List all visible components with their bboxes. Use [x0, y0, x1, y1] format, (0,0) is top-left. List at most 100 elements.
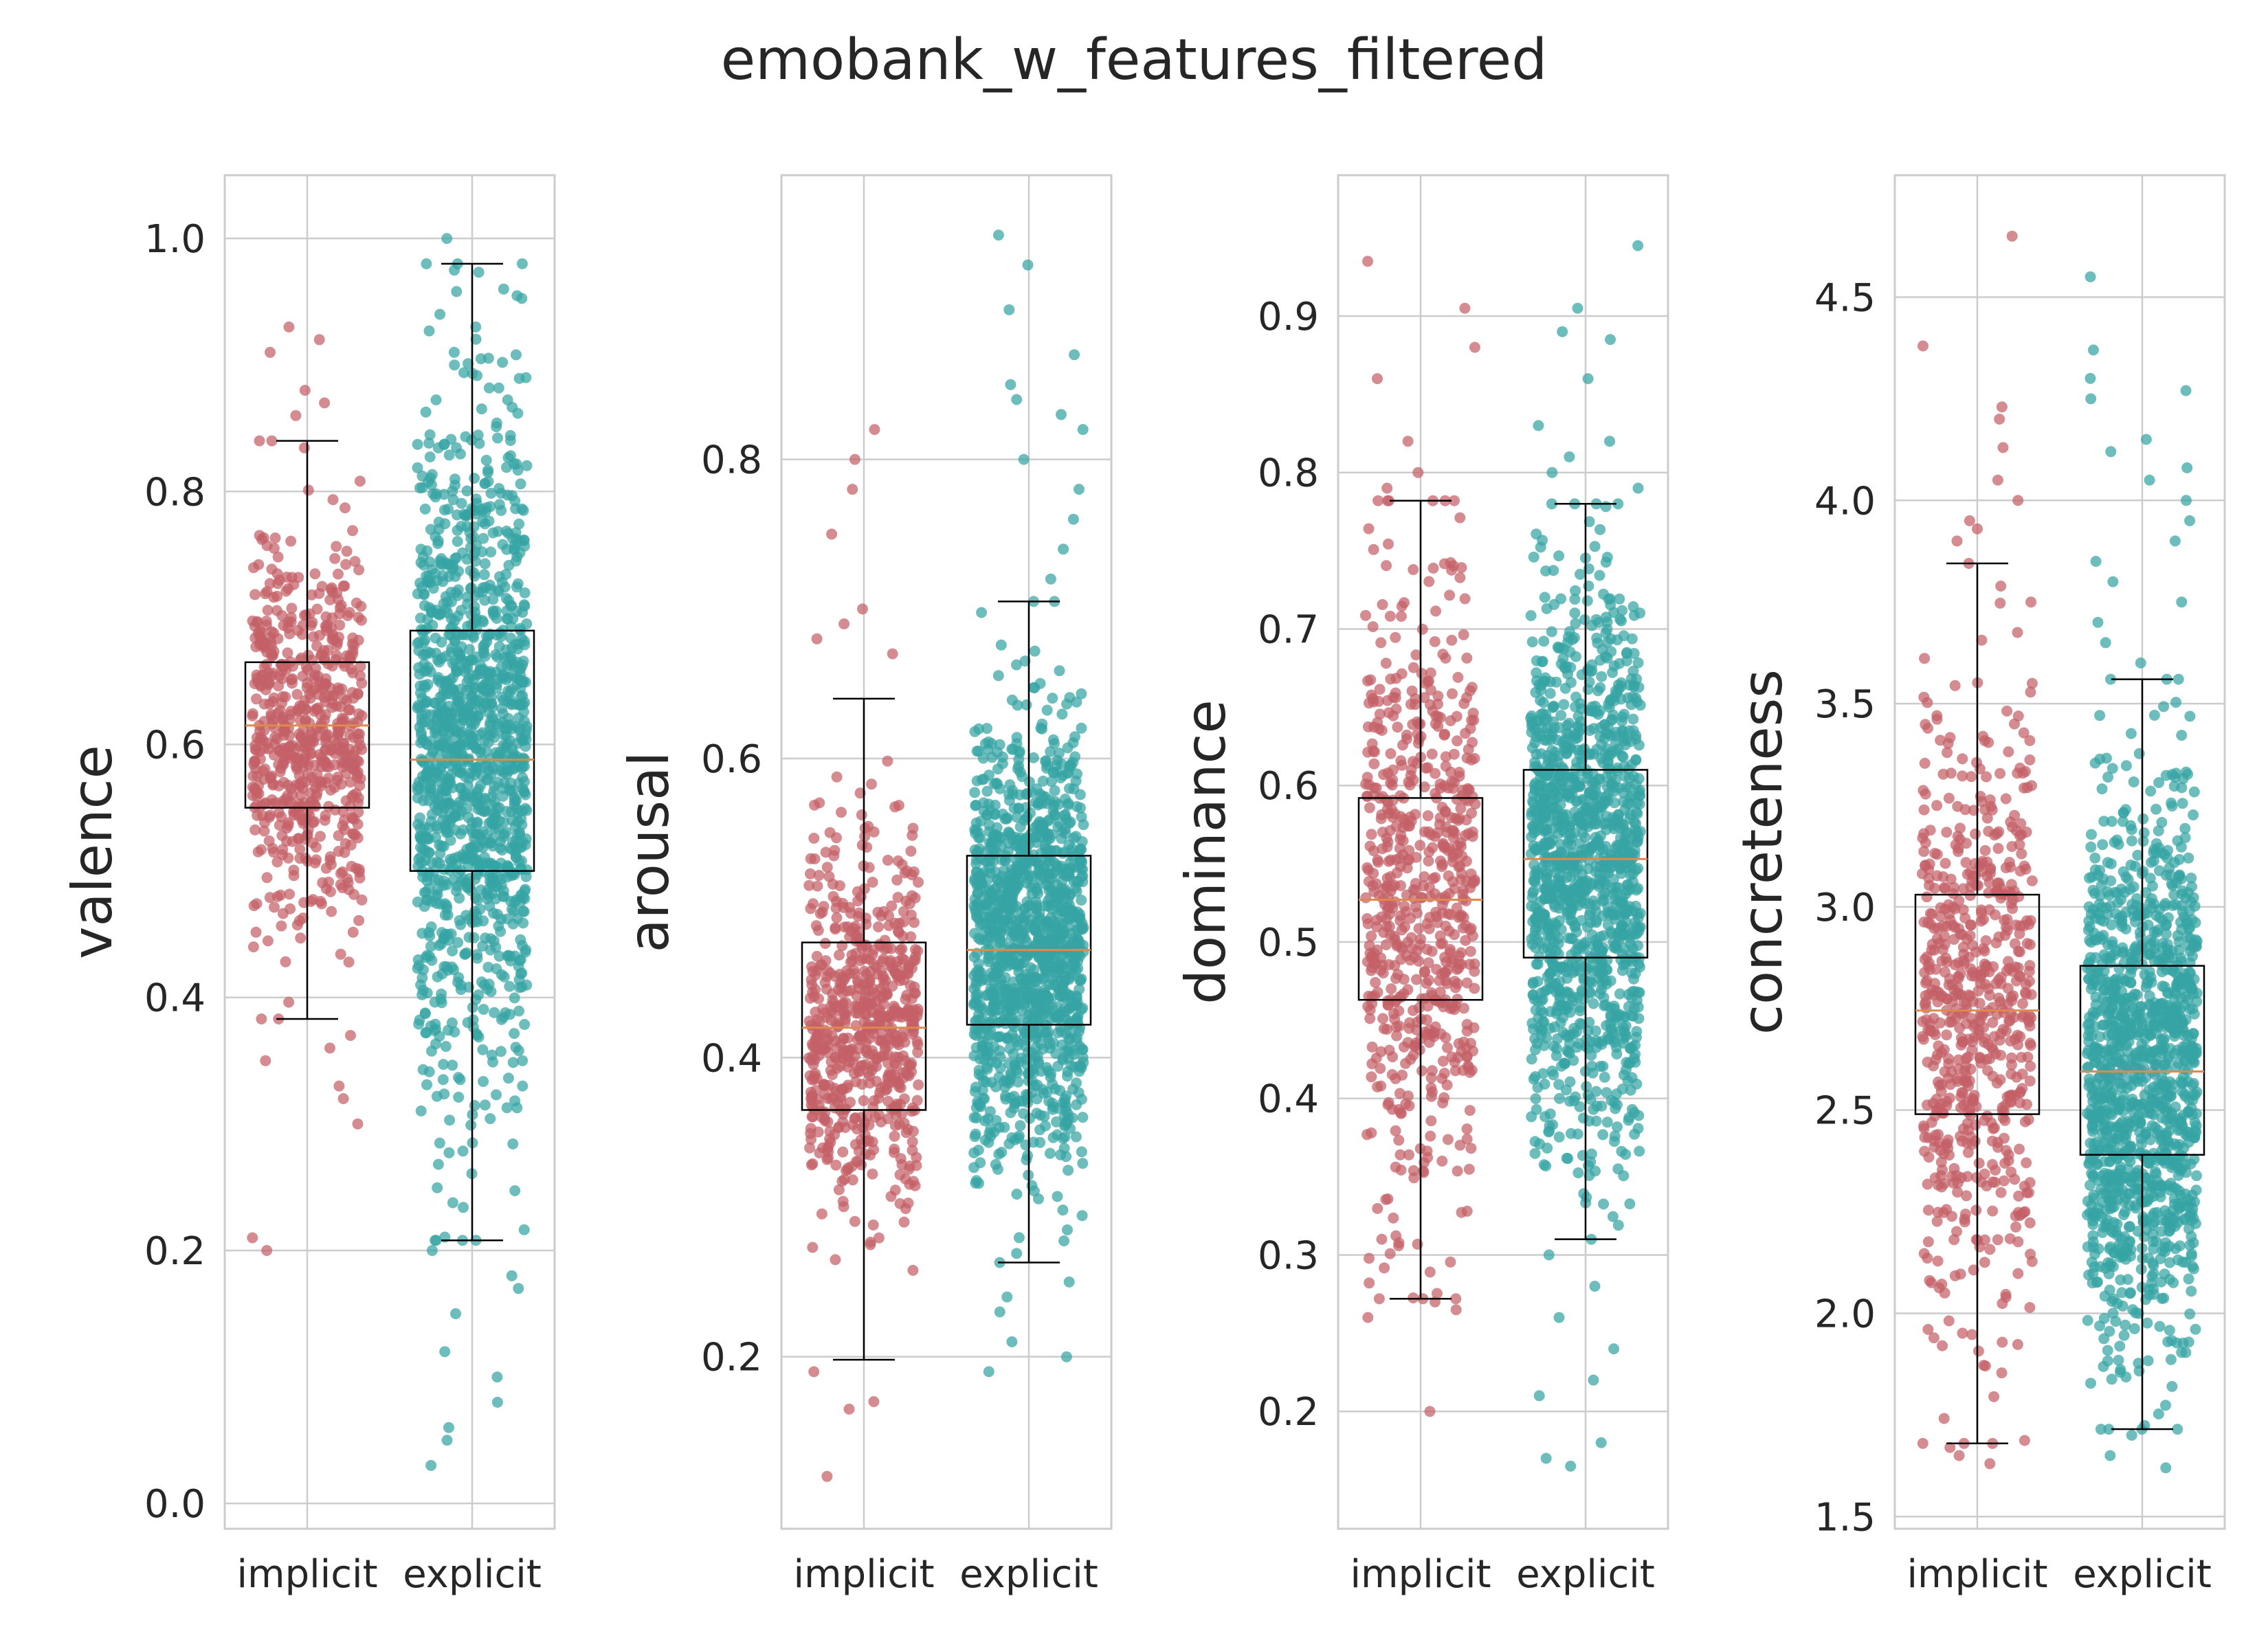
data-point	[1395, 1164, 1407, 1176]
data-point	[515, 934, 526, 945]
data-point	[518, 906, 529, 917]
data-point	[814, 1016, 825, 1027]
data-point	[1043, 1095, 1055, 1107]
data-point	[488, 808, 500, 820]
data-point	[493, 499, 505, 511]
data-point	[804, 992, 816, 1004]
data-point	[1019, 998, 1030, 1009]
data-point	[347, 926, 359, 938]
data-point	[287, 673, 298, 684]
data-point	[300, 704, 311, 715]
outlier-point	[345, 1030, 356, 1041]
data-point	[893, 1077, 905, 1089]
data-point	[273, 680, 285, 692]
data-point	[987, 890, 999, 901]
data-point	[476, 403, 487, 415]
data-point	[1039, 840, 1051, 852]
data-point	[509, 1095, 521, 1107]
data-point	[423, 1066, 435, 1077]
data-point	[424, 451, 436, 462]
data-point	[849, 1112, 860, 1124]
data-point	[511, 581, 522, 593]
outlier-point	[449, 359, 460, 371]
data-point	[1364, 1005, 1376, 1016]
data-point	[418, 964, 429, 976]
data-point	[471, 916, 483, 928]
data-point	[412, 462, 423, 473]
data-point	[819, 976, 831, 988]
data-point	[414, 702, 426, 713]
data-point	[451, 286, 463, 298]
data-point	[1375, 965, 1387, 976]
data-point	[277, 844, 289, 855]
data-point	[1375, 1063, 1386, 1074]
data-point	[878, 970, 889, 982]
data-point	[1405, 1053, 1416, 1065]
data-point	[314, 749, 325, 761]
data-point	[1041, 704, 1053, 716]
data-point	[807, 1242, 819, 1253]
data-point	[521, 460, 533, 471]
data-point	[333, 846, 344, 857]
data-point	[1375, 1046, 1387, 1057]
outlier-point	[1003, 304, 1015, 315]
data-point	[310, 841, 322, 853]
data-point	[1374, 684, 1386, 695]
data-point	[981, 974, 992, 986]
data-point	[419, 503, 431, 515]
outlier-point	[520, 372, 532, 383]
data-point	[501, 613, 513, 625]
data-point	[1434, 812, 1446, 824]
outlier-point	[506, 1270, 518, 1281]
data-point	[250, 926, 262, 938]
data-point	[417, 627, 429, 638]
data-point	[249, 824, 261, 835]
data-point	[268, 721, 280, 733]
data-point	[252, 770, 263, 782]
data-point	[501, 462, 512, 473]
data-point	[1044, 1042, 1056, 1054]
outlier-point	[491, 1396, 503, 1408]
data-point	[1062, 742, 1074, 754]
data-point	[1397, 739, 1408, 751]
data-point	[850, 1020, 862, 1031]
data-point	[992, 908, 1003, 919]
data-point	[1410, 877, 1421, 889]
data-point	[1077, 1112, 1089, 1123]
data-point	[1375, 637, 1387, 649]
data-point	[824, 827, 836, 838]
outlier-point	[1381, 482, 1393, 494]
data-point	[249, 620, 260, 632]
data-point	[427, 583, 439, 594]
data-point	[969, 787, 981, 798]
data-point	[1368, 789, 1379, 801]
data-point	[465, 532, 477, 544]
data-point	[1430, 605, 1441, 617]
data-point	[456, 641, 467, 653]
data-point	[286, 603, 298, 614]
data-point	[898, 906, 909, 917]
data-point	[447, 1059, 458, 1071]
data-point	[981, 785, 993, 797]
data-point	[341, 650, 353, 662]
data-point	[1372, 854, 1383, 866]
data-point	[334, 619, 346, 631]
data-point	[498, 891, 510, 903]
data-point	[420, 855, 431, 866]
data-point	[263, 811, 275, 823]
data-point	[450, 885, 462, 897]
data-point	[420, 406, 432, 418]
data-point	[251, 898, 263, 910]
data-point	[1447, 688, 1458, 699]
y-tick-label: 0.6	[144, 723, 205, 768]
data-point	[911, 1010, 923, 1022]
data-point	[438, 504, 450, 516]
data-point	[1460, 728, 1471, 739]
data-point	[304, 787, 316, 798]
data-point	[1427, 562, 1439, 574]
data-point	[845, 1044, 856, 1056]
data-point	[353, 564, 365, 576]
data-point	[846, 949, 858, 961]
data-point	[891, 874, 903, 886]
data-point	[1373, 1293, 1385, 1305]
